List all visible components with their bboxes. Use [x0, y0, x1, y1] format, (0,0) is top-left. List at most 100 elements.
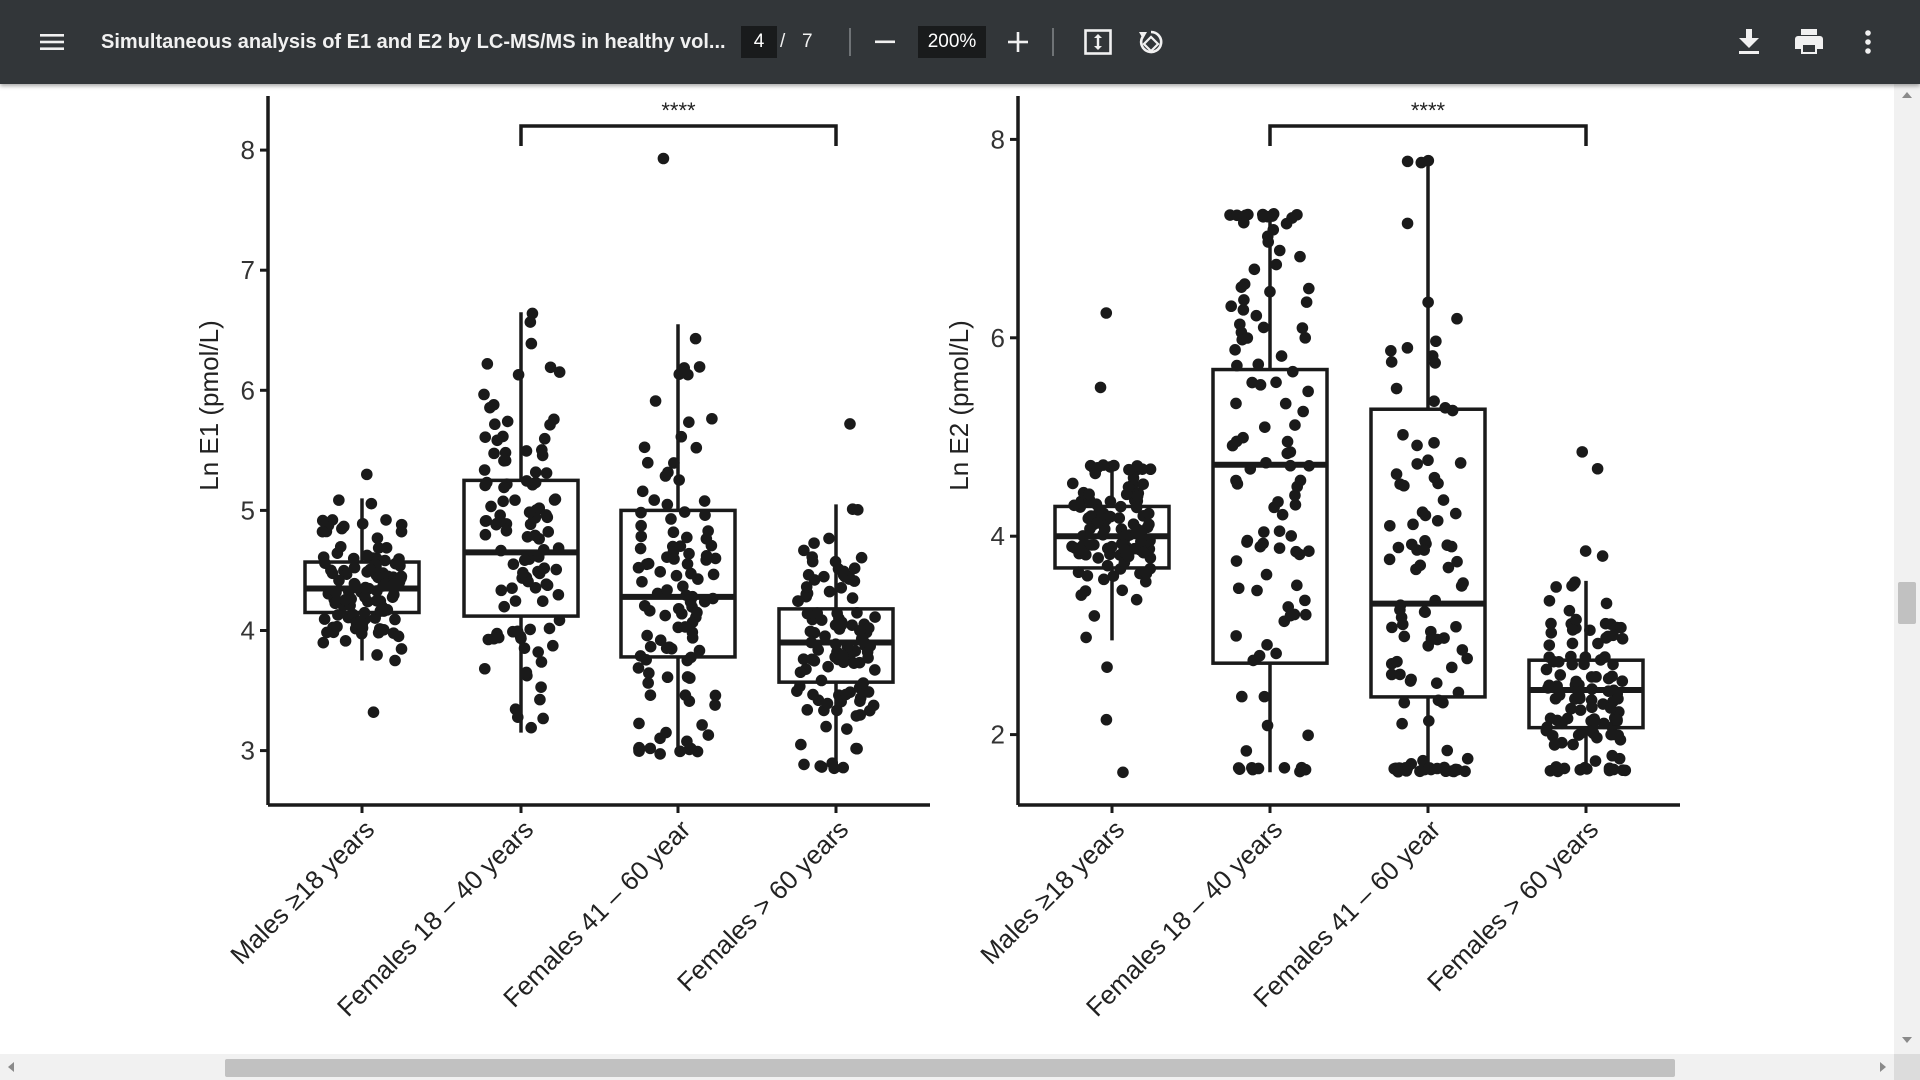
- data-point: [1585, 694, 1598, 706]
- data-point: [709, 552, 722, 565]
- data-point: [1414, 559, 1427, 572]
- data-point: [668, 553, 680, 565]
- scroll-left-arrow[interactable]: [8, 1062, 14, 1072]
- data-point: [1299, 763, 1312, 776]
- data-point: [1572, 729, 1585, 741]
- zoom-level-input[interactable]: 200%: [918, 26, 986, 58]
- data-point: [1442, 561, 1455, 574]
- data-point: [1252, 762, 1265, 775]
- zoom-out-button[interactable]: [865, 22, 905, 62]
- data-point: [1384, 519, 1396, 532]
- data-point: [642, 677, 654, 689]
- data-point: [389, 613, 401, 626]
- y-tick-label: 6: [241, 375, 255, 405]
- data-point: [316, 514, 329, 527]
- horizontal-scrollbar[interactable]: [0, 1054, 1894, 1080]
- data-point: [1428, 395, 1440, 407]
- outlier-point: [1576, 446, 1589, 458]
- data-point: [634, 542, 647, 555]
- data-point: [1240, 745, 1253, 757]
- data-point: [1430, 677, 1443, 689]
- data-point: [1131, 523, 1144, 535]
- data-point: [1391, 655, 1403, 668]
- data-point: [1113, 512, 1126, 524]
- rotate-button[interactable]: [1131, 22, 1171, 62]
- print-button[interactable]: [1789, 22, 1829, 62]
- fit-to-page-button[interactable]: [1078, 22, 1118, 62]
- data-point: [808, 574, 821, 586]
- data-point: [632, 662, 645, 674]
- data-point: [862, 652, 874, 664]
- scroll-up-arrow[interactable]: [1902, 92, 1912, 98]
- outlier-point: [1101, 661, 1113, 673]
- data-point: [685, 742, 697, 755]
- data-point: [529, 466, 542, 479]
- toolbar-divider: [849, 28, 851, 56]
- data-point: [1080, 631, 1092, 644]
- data-point: [1419, 535, 1431, 547]
- scroll-right-arrow[interactable]: [1880, 1062, 1886, 1072]
- data-point: [1234, 318, 1246, 331]
- data-point: [488, 447, 500, 460]
- data-point: [1084, 523, 1096, 535]
- data-point: [509, 494, 521, 506]
- data-point: [1429, 357, 1441, 369]
- document-title: Simultaneous analysis of E1 and E2 by LC…: [101, 31, 726, 53]
- data-point: [662, 466, 674, 479]
- data-point: [1398, 630, 1411, 643]
- download-button[interactable]: [1729, 22, 1769, 62]
- data-point: [1451, 312, 1463, 325]
- data-point: [1451, 555, 1463, 568]
- data-point: [1276, 508, 1289, 521]
- data-point: [1066, 477, 1079, 490]
- data-point: [1230, 435, 1243, 448]
- data-point: [334, 540, 347, 553]
- data-point: [498, 600, 510, 613]
- vertical-scroll-thumb[interactable]: [1898, 582, 1916, 624]
- scroll-down-arrow[interactable]: [1902, 1037, 1912, 1043]
- data-point: [1273, 244, 1286, 257]
- data-point: [709, 689, 722, 702]
- data-point: [1543, 639, 1556, 651]
- data-point: [389, 654, 401, 667]
- data-point: [1136, 463, 1149, 475]
- y-tick-label: 7: [241, 255, 255, 285]
- data-point: [690, 441, 703, 454]
- more-options-button[interactable]: [1848, 22, 1888, 62]
- horizontal-scroll-thumb[interactable]: [225, 1059, 1675, 1077]
- data-point: [338, 520, 350, 533]
- data-point: [709, 699, 721, 711]
- data-point: [1116, 584, 1129, 597]
- data-point: [1303, 545, 1315, 558]
- data-point: [850, 742, 862, 755]
- data-point: [1592, 637, 1604, 650]
- data-point: [1092, 552, 1104, 564]
- data-point: [1280, 217, 1293, 230]
- x-tick-label: Males ≥18 years: [224, 814, 380, 970]
- data-point: [1142, 507, 1155, 520]
- page-number-input[interactable]: 4: [741, 26, 777, 58]
- data-point: [1270, 258, 1283, 271]
- data-point: [641, 456, 654, 469]
- data-point: [1574, 704, 1587, 716]
- print-icon: [1795, 29, 1823, 54]
- data-point: [1548, 739, 1561, 751]
- data-point: [478, 464, 491, 476]
- data-point: [792, 595, 804, 607]
- zoom-in-button[interactable]: [998, 22, 1038, 62]
- data-point: [388, 588, 400, 601]
- outlier-point: [1579, 545, 1592, 557]
- hamburger-menu-icon[interactable]: [32, 22, 72, 62]
- y-tick-label: 3: [241, 736, 255, 766]
- data-point: [1258, 690, 1271, 703]
- data-point: [683, 547, 695, 560]
- data-point: [1570, 675, 1582, 688]
- data-point: [517, 566, 529, 579]
- data-point: [1088, 610, 1101, 622]
- data-point: [1431, 762, 1444, 775]
- data-point: [691, 606, 703, 619]
- data-point: [1237, 304, 1250, 316]
- data-point: [520, 666, 533, 679]
- data-point: [863, 704, 876, 717]
- vertical-scrollbar[interactable]: [1894, 84, 1920, 1054]
